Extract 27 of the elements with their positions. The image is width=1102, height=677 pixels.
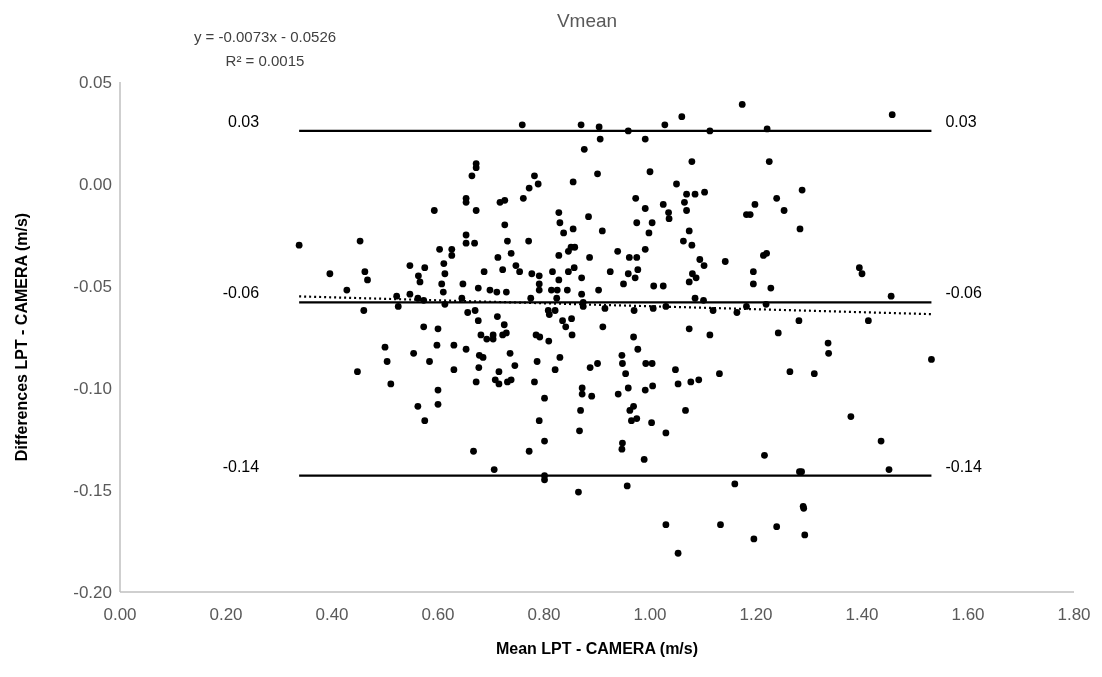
x-tick-label: 1.20 — [739, 605, 773, 624]
y-axis-title: Differences LPT - CAMERA (m/s) — [13, 212, 30, 462]
x-tick-label: 0.20 — [209, 605, 243, 624]
text: -0.06 — [222, 284, 260, 302]
ref-line-label: 0.03 — [945, 112, 977, 130]
x-tick-label: 0.40 — [315, 605, 349, 624]
y-tick-label: -0.15 — [73, 480, 112, 500]
x-axis-title: Mean LPT - CAMERA (m/s) — [495, 640, 699, 657]
chart-title: Vmean — [556, 10, 618, 31]
x-tick-label: 0.60 — [421, 605, 455, 624]
y-tick-label: -0.20 — [73, 582, 112, 602]
x-tick-label: 0.80 — [527, 605, 561, 624]
text: -0.14 — [222, 457, 260, 475]
y-tick-label: 0.00 — [78, 174, 112, 194]
x-tick-label: 0.00 — [103, 605, 137, 624]
y-tick-label: -0.05 — [73, 276, 112, 296]
x-tick-label: 1.60 — [951, 605, 985, 624]
x-tick-label: 1.80 — [1057, 605, 1091, 624]
text: y = -0.0073x - 0.0526 — [193, 28, 337, 45]
ref-line-label: -0.06 — [945, 284, 982, 302]
text: R² = 0.0015 — [225, 52, 305, 69]
x-tick-label: 1.00 — [633, 605, 667, 624]
y-tick-label: -0.10 — [73, 378, 112, 398]
x-tick-label: 1.40 — [845, 605, 879, 624]
ref-line-label: -0.14 — [945, 457, 982, 475]
y-tick-label: 0.05 — [78, 72, 112, 92]
text: 0.03 — [228, 112, 260, 130]
